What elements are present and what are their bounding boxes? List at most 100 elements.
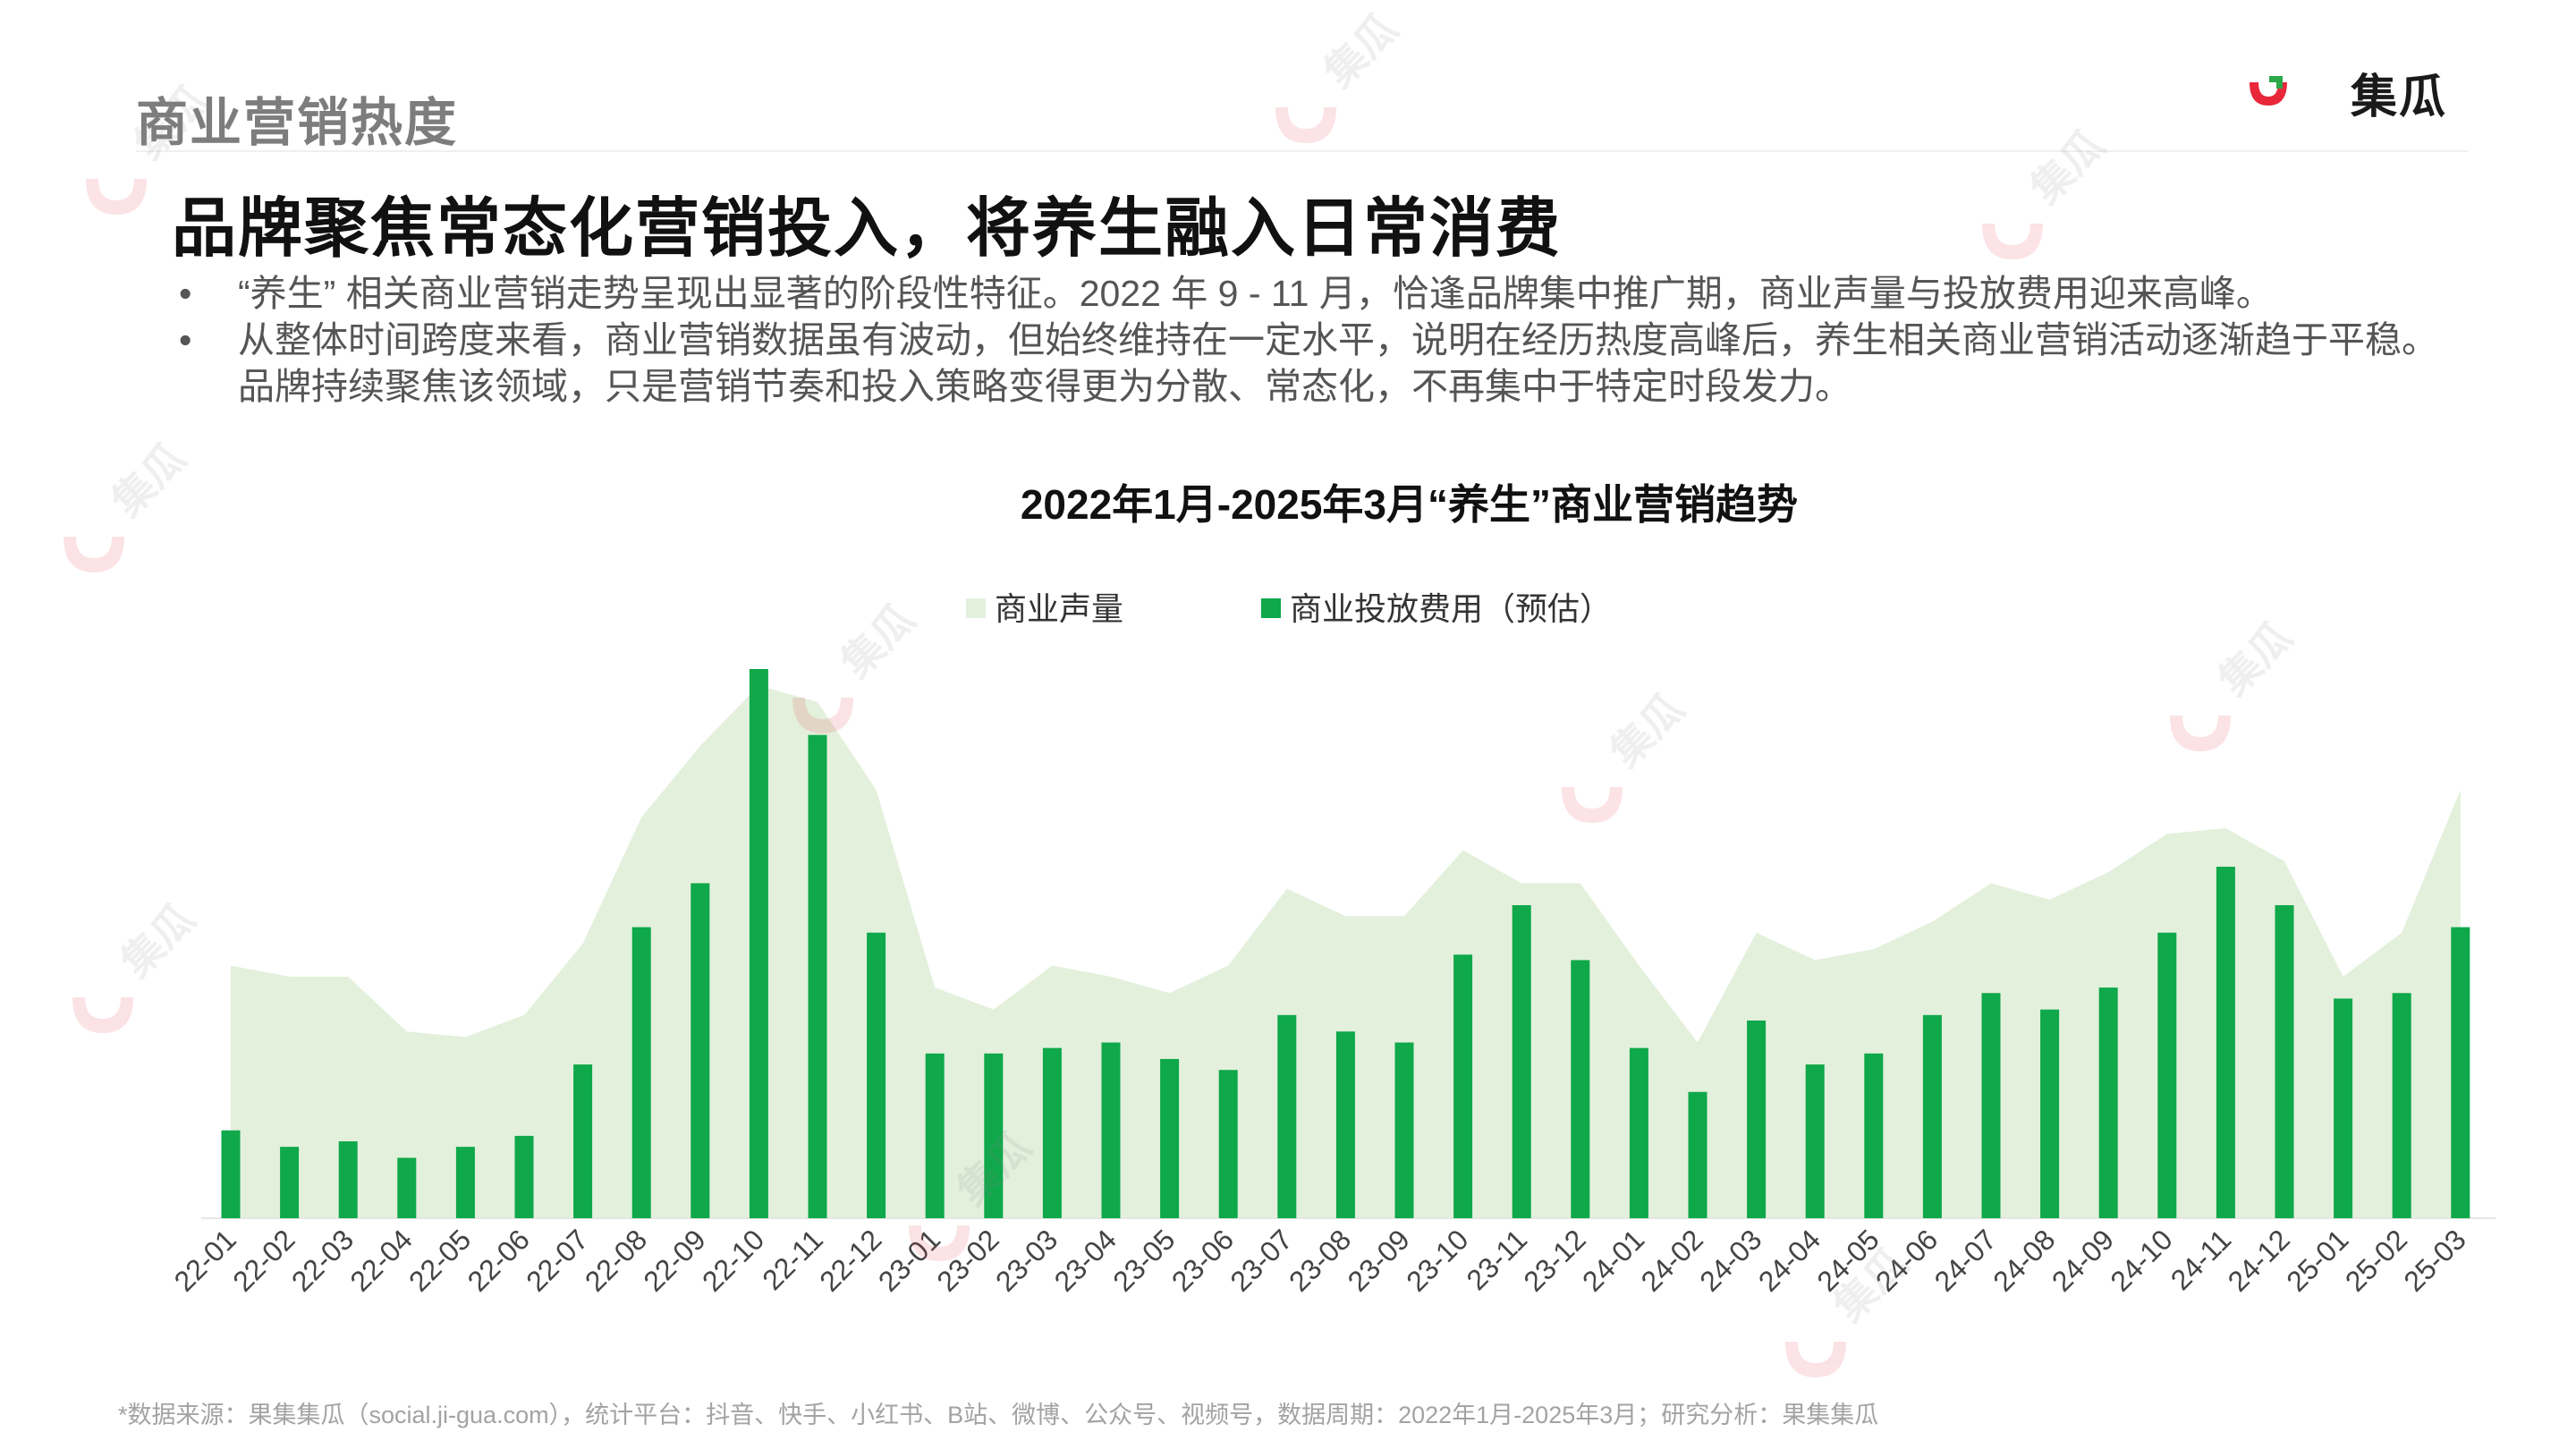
x-tick-label: 24-02 xyxy=(1635,1223,1709,1297)
bullet-text: 从整体时间跨度来看，商业营销数据虽有波动，但始终维持在一定水平，说明在经历热度高… xyxy=(238,319,2438,360)
footnote-source: *数据来源：果集集瓜（social.ji-gua.com），统计平台：抖音、快手… xyxy=(118,1402,1879,1428)
bar-spend xyxy=(1335,1031,1355,1218)
bar-spend xyxy=(808,734,827,1218)
bar-spend xyxy=(1160,1058,1180,1218)
bar-spend xyxy=(455,1147,475,1218)
bar-spend xyxy=(1747,1020,1767,1218)
brand-logo-icon xyxy=(2250,76,2287,106)
x-tick-label: 23-01 xyxy=(872,1223,946,1297)
x-tick-label: 23-09 xyxy=(1342,1223,1416,1297)
x-tick-label: 23-05 xyxy=(1106,1223,1181,1297)
x-tick-label: 23-07 xyxy=(1224,1223,1298,1297)
bar-spend xyxy=(2451,927,2470,1218)
x-tick-label: 24-07 xyxy=(1928,1223,2003,1297)
x-tick-label: 24-06 xyxy=(1869,1223,1944,1297)
bullet-dot: • xyxy=(179,273,192,314)
bar-spend xyxy=(573,1064,593,1218)
bar-spend xyxy=(1218,1070,1238,1218)
bar-spend xyxy=(867,932,886,1218)
legend-item-volume: 商业声量 xyxy=(966,583,1123,630)
x-tick-label: 25-02 xyxy=(2339,1223,2413,1297)
brand-name: 集瓜 xyxy=(2351,72,2448,123)
x-tick-label: 24-03 xyxy=(1693,1223,1767,1297)
bar-spend xyxy=(631,927,651,1218)
bar-spend xyxy=(1688,1091,1707,1218)
bar-spend xyxy=(1512,905,1531,1218)
legend-swatch-volume xyxy=(966,598,986,619)
x-tick-label: 22-04 xyxy=(343,1223,418,1297)
bar-spend xyxy=(280,1147,300,1218)
x-tick-label: 22-07 xyxy=(520,1223,594,1297)
bullet-item-continuation: 品牌持续聚焦该领域，只是营销节奏和投入策略变得更为分散、常态化，不再集中于特定时… xyxy=(179,363,2540,410)
bullet-item: • “养生” 相关商业营销走势呈现出显著的阶段性特征。2022 年 9 - 11… xyxy=(179,270,2540,317)
header-divider xyxy=(136,150,2469,152)
x-tick-label: 24-04 xyxy=(1752,1223,1826,1297)
area-series-volume xyxy=(231,685,2461,1218)
bar-spend xyxy=(2040,1009,2060,1218)
bullet-dot: • xyxy=(179,319,192,360)
bullet-list: • “养生” 相关商业营销走势呈现出显著的阶段性特征。2022 年 9 - 11… xyxy=(179,270,2540,410)
x-tick-label: 24-11 xyxy=(2165,1223,2238,1296)
x-tick-label: 22-06 xyxy=(462,1223,536,1297)
x-tick-label: 23-08 xyxy=(1283,1223,1357,1297)
bar-spend xyxy=(2392,993,2411,1218)
bar-spend xyxy=(1922,1014,1942,1218)
bar-spend xyxy=(2157,932,2177,1218)
bar-spend xyxy=(514,1135,534,1218)
x-tick-label: 24-09 xyxy=(2046,1223,2120,1297)
bar-spend xyxy=(2275,905,2294,1218)
x-tick-label: 22-01 xyxy=(168,1223,242,1297)
x-tick-label: 25-03 xyxy=(2397,1223,2471,1297)
legend-label-spend: 商业投放费用（预估） xyxy=(1290,590,1613,627)
legend-item-spend: 商业投放费用（预估） xyxy=(1261,583,1612,630)
x-tick-label: 23-10 xyxy=(1400,1223,1474,1297)
bar-spend xyxy=(1101,1042,1121,1218)
x-tick-label: 22-05 xyxy=(402,1223,477,1297)
x-tick-label: 22-08 xyxy=(579,1223,653,1297)
bar-spend xyxy=(1864,1053,1884,1218)
bar-spend xyxy=(1394,1042,1414,1218)
chart-title: 2022年1月-2025年3月“养生”商业营销趋势 xyxy=(1020,481,1798,528)
bar-spend xyxy=(1042,1047,1062,1218)
bar-spend xyxy=(221,1130,241,1218)
x-tick-label: 22-09 xyxy=(637,1223,711,1297)
bar-spend xyxy=(984,1053,1004,1218)
bar-spend xyxy=(2216,867,2235,1218)
x-tick-label: 24-12 xyxy=(2222,1223,2296,1297)
bar-spend xyxy=(749,669,768,1218)
x-tick-label: 23-06 xyxy=(1165,1223,1240,1297)
bar-spend xyxy=(2098,987,2118,1218)
bar-spend xyxy=(338,1141,358,1218)
x-tick-label: 22-02 xyxy=(226,1223,301,1297)
x-tick-label: 22-11 xyxy=(756,1223,829,1296)
x-tick-label: 23-12 xyxy=(1517,1223,1591,1297)
x-tick-label: 22-10 xyxy=(696,1223,770,1297)
x-tick-label: 25-01 xyxy=(2280,1223,2354,1297)
legend-label-volume: 商业声量 xyxy=(995,590,1124,627)
bullet-text: 品牌持续聚焦该领域，只是营销节奏和投入策略变得更为分散、常态化，不再集中于特定时… xyxy=(238,366,1852,407)
bar-spend xyxy=(1629,1047,1648,1218)
bar-spend xyxy=(925,1053,945,1218)
bar-spend xyxy=(1981,993,2001,1218)
bar-spend xyxy=(1571,960,1590,1218)
x-tick-label: 24-01 xyxy=(1576,1223,1650,1297)
headline: 品牌聚焦常态化营销投入，将养生融入日常消费 xyxy=(172,193,1563,265)
x-tick-label: 22-03 xyxy=(285,1223,360,1297)
bar-spend xyxy=(397,1157,417,1218)
x-tick-label: 24-10 xyxy=(2104,1223,2178,1297)
bar-spend xyxy=(1453,954,1473,1218)
bullet-text: “养生” 相关商业营销走势呈现出显著的阶段性特征。2022 年 9 - 11 月… xyxy=(238,273,2273,314)
bar-spend xyxy=(1805,1064,1825,1218)
x-tick-label: 23-03 xyxy=(989,1223,1063,1297)
x-tick-label: 23-02 xyxy=(930,1223,1004,1297)
bar-spend xyxy=(2334,998,2353,1218)
bar-spend xyxy=(1277,1014,1297,1218)
x-tick-label: 24-08 xyxy=(1987,1223,2061,1297)
x-tick-label: 24-05 xyxy=(1810,1223,1885,1297)
legend-swatch-spend xyxy=(1261,598,1281,619)
x-tick-label: 23-11 xyxy=(1461,1223,1534,1296)
bar-spend xyxy=(691,883,710,1218)
x-tick-label: 23-04 xyxy=(1048,1223,1123,1297)
section-title: 商业营销热度 xyxy=(136,94,459,152)
